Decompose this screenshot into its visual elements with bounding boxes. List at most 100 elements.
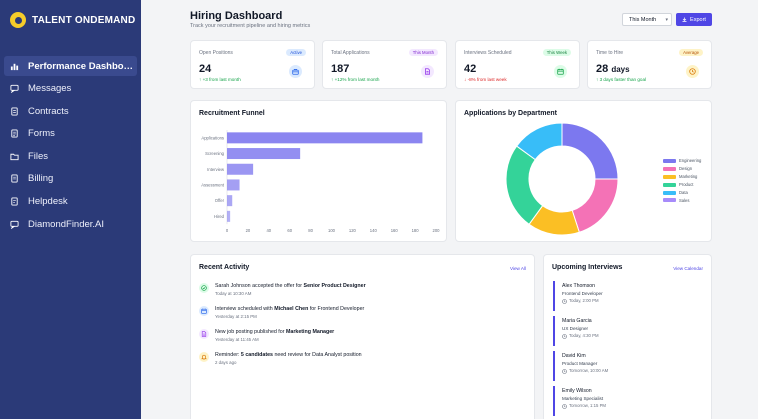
stat-value: 187 (331, 63, 349, 75)
form-icon (10, 129, 19, 138)
interview-role: UX Designer (562, 326, 589, 331)
legend-item[interactable]: Design (663, 165, 701, 173)
message-icon (10, 84, 19, 94)
funnel-bar[interactable] (227, 163, 254, 175)
stat-card-total-applications: Total Applications This Month 187 ↑ +12%… (322, 40, 447, 89)
stat-value: 28 days (596, 63, 630, 75)
legend-item[interactable]: Sales (663, 196, 701, 204)
arrow-up-icon: ↑ (331, 77, 335, 82)
department-title: Applications by Department (464, 110, 557, 117)
interview-item[interactable]: Alex Thomson Frontend Developer Today, 2… (553, 281, 703, 311)
stat-change: ↑ 3 days faster than goal (596, 77, 646, 82)
sidebar-item-billing[interactable]: Billing (4, 169, 137, 189)
page-subtitle: Track your recruitment pipeline and hiri… (190, 23, 311, 29)
funnel-category-label: Offer (215, 198, 225, 203)
donut-slice-engineering[interactable] (561, 122, 619, 180)
activity-title: Recent Activity (199, 264, 250, 271)
interview-name: Maria Garcia (562, 318, 592, 324)
sidebar-item-forms[interactable]: Forms (4, 124, 137, 144)
interview-item[interactable]: Emily Wilson Marketing Specialist Tomorr… (553, 386, 703, 416)
sidebar-item-label: Forms (28, 128, 55, 140)
activity-item: Interview scheduled with Michael Chen fo… (199, 306, 364, 320)
sidebar-item-helpdesk[interactable]: Helpdesk (4, 192, 137, 212)
arrow-up-icon: ↑ (596, 77, 600, 82)
interview-role: Product Manager (562, 361, 598, 366)
interviews-card: Upcoming Interviews View Calendar Alex T… (543, 254, 712, 419)
department-legend: Engineering Design Marketing Product Data Sal… (663, 157, 701, 204)
funnel-bar[interactable] (227, 179, 240, 191)
sidebar-item-diamondfinder-ai[interactable]: DiamondFinder.AI (4, 214, 137, 234)
brand-logo-icon (10, 12, 26, 28)
stat-badge: This Month (408, 49, 438, 56)
legend-item[interactable]: Data (663, 189, 701, 197)
stat-change-text: +3 from last month (202, 77, 241, 82)
help-icon (10, 197, 19, 206)
donut-slice-data[interactable] (515, 122, 563, 161)
sidebar-item-contracts[interactable]: Contracts (4, 101, 137, 121)
interview-time: Today, 4:30 PM (562, 332, 703, 340)
department-card: Applications by Department Engineering De… (455, 100, 712, 242)
legend-swatch (663, 174, 676, 179)
sidebar-item-files[interactable]: Files (4, 146, 137, 166)
legend-label: Design (679, 166, 693, 172)
funnel-tick-label: 80 (308, 228, 313, 233)
stat-label: Interviews Scheduled (464, 50, 512, 56)
arrow-down-icon: ↓ (464, 77, 468, 82)
legend-swatch (663, 182, 676, 187)
funnel-bar[interactable] (227, 210, 231, 222)
calendar-icon (199, 306, 209, 316)
clock-icon (562, 333, 567, 339)
stat-label: Open Positions (199, 50, 233, 56)
stat-badge: Active (286, 49, 306, 56)
interview-item[interactable]: David Kim Product Manager Tomorrow, 10:0… (553, 351, 703, 381)
activity-text-post: need review for Data Analyst position (273, 352, 362, 358)
stat-change-text: 3 days faster than goal (599, 77, 647, 82)
document-icon (421, 65, 434, 78)
period-select[interactable]: This Month ▾ (622, 13, 672, 26)
funnel-tick-label: 180 (412, 228, 420, 233)
activity-text-pre: Sarah Johnson accepted the offer for (215, 283, 304, 289)
funnel-bar[interactable] (227, 148, 301, 160)
view-all-link[interactable]: View All (509, 266, 526, 271)
view-calendar-link[interactable]: View Calendar (673, 266, 703, 271)
bell-icon (199, 352, 209, 362)
donut-slice-design[interactable] (571, 178, 619, 233)
activity-text-post: for Frontend Developer (308, 306, 365, 312)
funnel-bar[interactable] (227, 132, 423, 144)
clock-icon (562, 403, 567, 409)
legend-item[interactable]: Product (663, 181, 701, 189)
funnel-tick-label: 20 (246, 228, 251, 233)
interview-item[interactable]: Maria Garcia UX Designer Today, 4:30 PM (553, 316, 703, 346)
interview-name: Emily Wilson (562, 388, 592, 394)
activity-item: New job posting published for Marketing … (199, 329, 334, 343)
billing-icon (10, 174, 19, 184)
period-select-value: This Month (629, 16, 657, 23)
legend-swatch (663, 166, 676, 171)
legend-swatch (663, 190, 676, 195)
sidebar-item-messages[interactable]: Messages (4, 79, 137, 99)
chat-icon (10, 220, 19, 229)
interview-time: Tomorrow, 1:15 PM (562, 402, 703, 410)
legend-item[interactable]: Marketing (663, 173, 701, 181)
sidebar-item-label: Performance Dashbo… (28, 60, 134, 72)
activity-text-bold: Michael Chen (274, 306, 309, 312)
chevron-down-icon: ▾ (665, 17, 668, 23)
legend-item[interactable]: Engineering (663, 157, 701, 165)
export-button[interactable]: Export (676, 13, 712, 26)
sidebar-item-label: Billing (28, 173, 54, 185)
funnel-tick-label: 160 (391, 228, 399, 233)
stat-change-text: +12% from last month (334, 77, 380, 82)
stat-badge: This Week (542, 49, 571, 56)
funnel-tick-label: 120 (349, 228, 357, 233)
stat-number: 187 (331, 63, 350, 75)
brand[interactable]: TALENT ONDEMAND (10, 12, 135, 28)
calendar-icon (554, 65, 567, 78)
activity-text: Reminder: 5 candidates need review for D… (215, 352, 362, 359)
interview-time-text: Today, 4:30 PM (569, 333, 599, 338)
activity-time: Today at 10:30 AM (215, 291, 252, 296)
legend-swatch (663, 198, 676, 203)
interviews-title: Upcoming Interviews (552, 264, 623, 271)
legend-label: Product (679, 182, 694, 188)
sidebar-item-performance-dashbo[interactable]: Performance Dashbo… (4, 56, 137, 76)
funnel-bar[interactable] (227, 195, 233, 207)
